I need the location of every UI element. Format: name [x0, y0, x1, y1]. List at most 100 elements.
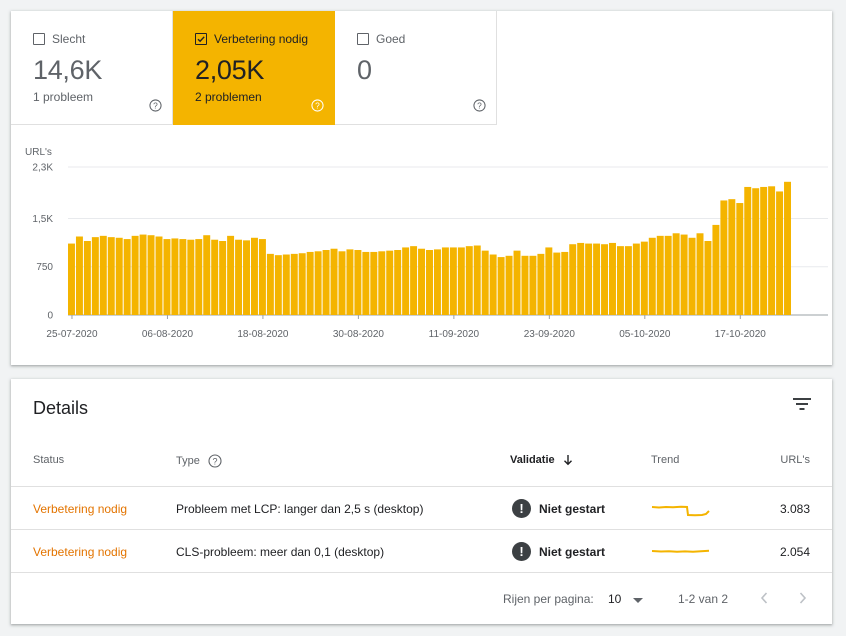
bar[interactable]	[235, 239, 243, 315]
bar[interactable]	[250, 237, 258, 315]
bar[interactable]	[338, 251, 346, 315]
checkbox-checked-icon[interactable]	[195, 33, 207, 45]
column-type[interactable]: Type ?	[176, 454, 222, 468]
bar[interactable]	[672, 233, 680, 315]
bar[interactable]	[593, 243, 601, 315]
help-icon[interactable]: ?	[473, 99, 486, 112]
bar[interactable]	[282, 254, 290, 315]
bar[interactable]	[219, 241, 227, 315]
bar[interactable]	[712, 224, 720, 315]
bar[interactable]	[561, 251, 569, 315]
bar[interactable]	[640, 241, 648, 315]
bar[interactable]	[648, 237, 656, 315]
bar[interactable]	[115, 237, 123, 315]
bar[interactable]	[776, 191, 784, 315]
bar[interactable]	[545, 247, 553, 315]
bar[interactable]	[521, 255, 529, 315]
column-urls[interactable]: URL's	[780, 454, 810, 466]
row-status[interactable]: Verbetering nodig	[33, 544, 128, 559]
bar[interactable]	[354, 250, 362, 315]
bar[interactable]	[609, 242, 616, 315]
bar[interactable]	[768, 186, 776, 315]
bar[interactable]	[386, 250, 394, 315]
bar[interactable]	[426, 250, 433, 315]
table-row[interactable]: Verbetering nodig Probleem met LCP: lang…	[11, 487, 832, 530]
bar[interactable]	[784, 181, 791, 315]
bar[interactable]	[418, 248, 426, 315]
bar[interactable]	[171, 238, 179, 315]
tile-verbetering-nodig[interactable]: Verbetering nodig 2,05K 2 problemen ?	[173, 11, 335, 125]
bar[interactable]	[616, 246, 624, 315]
bar[interactable]	[123, 239, 131, 315]
bar[interactable]	[203, 235, 211, 315]
table-row[interactable]: Verbetering nodig CLS-probleem: meer dan…	[11, 530, 832, 573]
bar[interactable]	[481, 250, 489, 315]
chevron-right-icon[interactable]	[798, 591, 808, 605]
help-icon[interactable]: ?	[149, 99, 162, 112]
help-icon[interactable]: ?	[208, 454, 222, 468]
bar[interactable]	[728, 199, 736, 315]
bar[interactable]	[362, 251, 370, 315]
column-validation[interactable]: Validatie	[510, 454, 573, 466]
help-icon[interactable]: ?	[311, 99, 324, 112]
column-status[interactable]: Status	[33, 454, 65, 466]
rows-per-page-select[interactable]: 10	[608, 592, 621, 606]
row-status[interactable]: Verbetering nodig	[33, 501, 128, 516]
dropdown-arrow-icon[interactable]	[632, 597, 644, 604]
bar[interactable]	[601, 244, 609, 315]
bar[interactable]	[656, 235, 664, 315]
bar[interactable]	[91, 237, 99, 315]
bar[interactable]	[513, 250, 521, 315]
tile-slecht[interactable]: Slecht 14,6K 1 probleem ?	[11, 11, 173, 125]
bar[interactable]	[314, 251, 322, 315]
bar[interactable]	[155, 236, 163, 316]
bar[interactable]	[370, 251, 378, 315]
bar[interactable]	[179, 239, 187, 315]
bar[interactable]	[99, 235, 107, 315]
bar[interactable]	[75, 236, 83, 316]
checkbox-unchecked-icon[interactable]	[357, 33, 369, 45]
bar[interactable]	[664, 235, 672, 315]
checkbox-unchecked-icon[interactable]	[33, 33, 45, 45]
bar[interactable]	[187, 239, 195, 315]
bar[interactable]	[139, 234, 147, 315]
bar[interactable]	[632, 243, 640, 315]
bar[interactable]	[696, 233, 704, 315]
bar[interactable]	[736, 203, 744, 315]
bar[interactable]	[569, 244, 577, 315]
bar[interactable]	[298, 253, 306, 315]
bar[interactable]	[752, 188, 760, 315]
bar[interactable]	[378, 251, 386, 315]
bar[interactable]	[465, 246, 473, 315]
bar[interactable]	[346, 249, 354, 315]
bar[interactable]	[306, 251, 314, 315]
bar[interactable]	[147, 235, 155, 315]
bar[interactable]	[243, 240, 250, 315]
bar[interactable]	[497, 257, 505, 315]
bar[interactable]	[163, 239, 171, 315]
bar[interactable]	[211, 239, 219, 315]
bar[interactable]	[457, 247, 465, 315]
bar[interactable]	[473, 245, 481, 316]
bar[interactable]	[760, 186, 768, 315]
bar[interactable]	[410, 246, 418, 315]
bar[interactable]	[441, 247, 449, 315]
filter-icon[interactable]	[793, 397, 811, 411]
bar[interactable]	[330, 248, 338, 315]
bar[interactable]	[227, 235, 235, 315]
bar[interactable]	[489, 254, 497, 315]
bar[interactable]	[720, 200, 728, 315]
bar[interactable]	[433, 249, 441, 315]
bar[interactable]	[266, 253, 274, 315]
bar[interactable]	[577, 242, 585, 315]
tile-goed[interactable]: Goed 0 ?	[335, 11, 497, 125]
bar[interactable]	[195, 239, 203, 315]
bar[interactable]	[585, 243, 593, 315]
bar[interactable]	[322, 250, 330, 315]
bar[interactable]	[744, 186, 752, 315]
bar[interactable]	[688, 237, 696, 315]
bar[interactable]	[449, 247, 457, 315]
bar[interactable]	[704, 241, 712, 315]
bar[interactable]	[529, 255, 537, 315]
bar[interactable]	[402, 247, 410, 315]
